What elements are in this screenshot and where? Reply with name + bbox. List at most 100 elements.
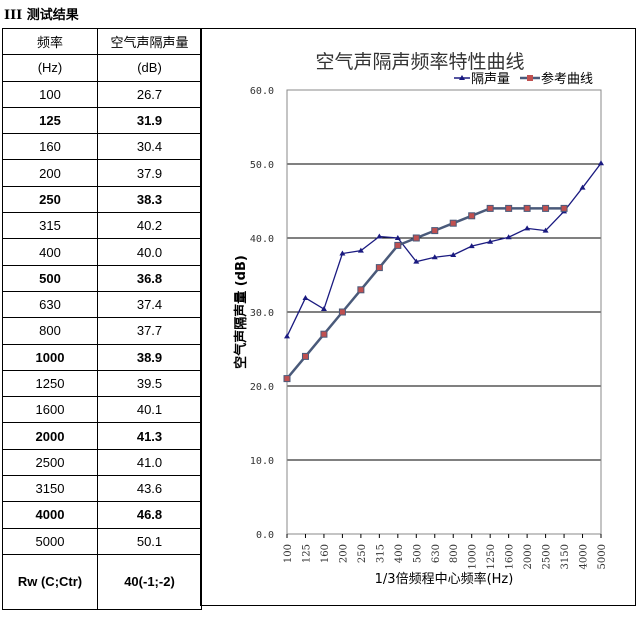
data-point — [431, 254, 438, 260]
value-cell: 40(-1;-2) — [97, 553, 202, 610]
frequency-cell: 4000 — [2, 501, 98, 529]
legend-label-1: 参考曲线 — [541, 71, 593, 87]
data-point — [449, 219, 457, 227]
x-tick-label: 1600 — [505, 544, 516, 569]
x-tick-label: 4000 — [579, 544, 590, 569]
frequency-cell: 125 — [2, 106, 98, 135]
table-row: 3150 43.6 — [2, 475, 202, 503]
value-cell: 41.3 — [97, 422, 202, 450]
chart-title: 空气声隔声频率特性曲线 — [315, 51, 524, 73]
value-cell: 37.4 — [97, 290, 202, 319]
data-point — [579, 184, 586, 190]
table-row: 5000 50.1 — [2, 527, 202, 555]
chart-frame — [200, 28, 636, 606]
frequency-cell: 400 — [2, 238, 98, 266]
value-cell: 38.3 — [97, 185, 202, 214]
frequency-cell: 200 — [2, 159, 98, 187]
x-axis-label: 1/3倍频程中心频率(Hz) — [375, 571, 514, 587]
x-tick-label: 125 — [301, 544, 312, 563]
frequency-cell: 2000 — [2, 422, 98, 450]
x-tick-label: 2500 — [542, 544, 553, 569]
data-point — [468, 243, 475, 249]
frequency-cell: (Hz) — [2, 54, 98, 82]
frequency-cell: 1600 — [2, 396, 98, 424]
data-point — [302, 294, 309, 300]
data-point — [283, 375, 291, 383]
value-cell: 41.0 — [97, 448, 202, 477]
data-point — [394, 241, 402, 249]
data-point — [394, 235, 401, 240]
series-line-1 — [286, 207, 565, 380]
data-point — [357, 286, 365, 294]
y-tick-label: 60.0 — [250, 86, 274, 97]
x-tick-label: 160 — [320, 544, 331, 563]
data-point — [524, 225, 531, 231]
data-point — [320, 330, 328, 338]
data-point — [284, 333, 290, 339]
y-tick-label: 50.0 — [250, 160, 274, 171]
data-point — [338, 308, 346, 316]
y-tick-label: 30.0 — [250, 308, 274, 319]
table-header-row: 频率 空气声隔声量 — [2, 27, 202, 56]
value-cell: 空气声隔声量 — [97, 27, 202, 56]
value-cell: 30.4 — [97, 133, 202, 161]
legend-marker-1 — [527, 75, 533, 81]
table-row: 2500 41.0 — [2, 448, 202, 477]
data-point — [376, 233, 383, 239]
results-table: 频率 空气声隔声量 (Hz) (dB) 100 26.7 125 31.9 160 30.4 200… — [2, 27, 202, 610]
value-cell: 40.2 — [97, 212, 202, 240]
y-tick-label: 20.0 — [250, 382, 274, 393]
value-cell: 43.6 — [97, 475, 202, 503]
frequency-cell: 3150 — [2, 475, 98, 503]
value-cell: (dB) — [97, 54, 202, 82]
data-point — [301, 352, 309, 360]
y-tick-label: 40.0 — [250, 234, 274, 245]
x-tick-label: 315 — [375, 544, 386, 563]
data-point — [542, 204, 550, 212]
data-point — [412, 234, 420, 242]
table-row: 500 36.8 — [2, 264, 202, 292]
frequency-cell: 5000 — [2, 527, 98, 555]
x-tick-label: 200 — [338, 544, 349, 563]
x-tick-label: 250 — [357, 544, 368, 563]
y-tick-label: 10.0 — [250, 456, 274, 467]
legend-label-0: 隔声量 — [471, 72, 510, 87]
x-tick-label: 500 — [412, 544, 423, 563]
value-cell: 36.8 — [97, 264, 202, 292]
data-point — [375, 264, 383, 272]
rw-row: Rw (C;Ctr) 40(-1;-2) — [2, 553, 202, 610]
data-point — [505, 234, 512, 240]
table-row: 100 26.7 — [2, 80, 202, 108]
x-tick-label: 800 — [449, 544, 460, 563]
data-point — [598, 160, 604, 166]
x-tick-label: 1000 — [468, 544, 479, 569]
value-cell: 50.1 — [97, 527, 202, 555]
frequency-cell: 1000 — [2, 343, 98, 371]
table-header-row: (Hz) (dB) — [2, 54, 202, 82]
data-point — [413, 258, 420, 264]
x-tick-label: 630 — [431, 544, 442, 563]
data-point — [431, 227, 439, 235]
x-tick-label: 5000 — [597, 544, 608, 569]
data-point — [450, 252, 457, 258]
data-point — [505, 204, 513, 212]
data-point — [339, 250, 346, 256]
table-row: 125 31.9 — [2, 106, 202, 135]
data-point — [523, 204, 531, 212]
legend-marker-0 — [459, 75, 465, 80]
x-tick-label: 3150 — [560, 544, 571, 569]
data-point — [320, 306, 327, 312]
data-point — [486, 204, 494, 212]
value-cell: 37.9 — [97, 159, 202, 187]
data-point — [542, 227, 549, 233]
series-line-0 — [286, 162, 602, 337]
data-point — [357, 247, 364, 253]
x-tick-label: 1250 — [486, 544, 497, 569]
frequency-cell: 2500 — [2, 448, 98, 477]
x-tick-label: 100 — [283, 544, 294, 563]
plot-area — [286, 89, 602, 535]
table-row: 315 40.2 — [2, 212, 202, 240]
y-tick-label: 0.0 — [256, 530, 274, 541]
x-tick-label: 2000 — [523, 544, 534, 569]
